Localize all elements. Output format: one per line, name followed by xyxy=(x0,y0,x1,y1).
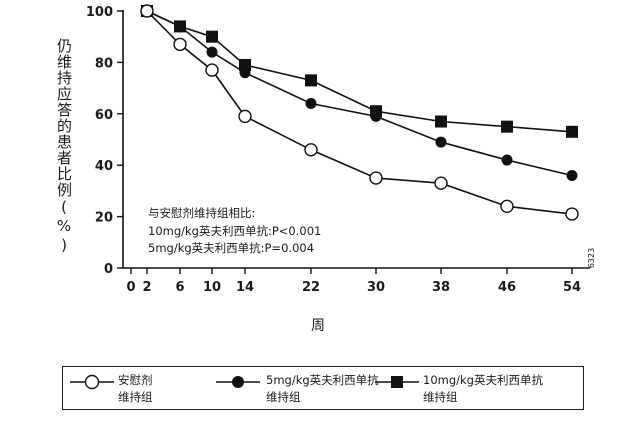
data-point-open-circle xyxy=(434,176,448,190)
data-point-filled-circle xyxy=(370,110,382,122)
data-point-square xyxy=(435,115,447,128)
x-tick-label: 46 xyxy=(498,280,516,295)
data-point-square xyxy=(305,74,317,87)
data-point-filled-circle xyxy=(239,67,251,79)
data-point-open-circle xyxy=(369,171,383,185)
legend-marker-square xyxy=(391,376,403,388)
x-tick-label: 30 xyxy=(367,280,385,295)
data-point-filled-circle xyxy=(305,98,317,110)
data-point-square xyxy=(239,58,251,71)
x-tick-label: 10 xyxy=(203,280,221,295)
data-point-open-circle xyxy=(565,207,579,221)
data-point-filled-circle xyxy=(206,46,218,58)
x-tick-label: 2 xyxy=(142,280,151,295)
data-point-open-circle xyxy=(173,37,187,52)
x-tick-label: 14 xyxy=(236,280,254,295)
legend-item-label: 10mg/kg英夫利西单抗 xyxy=(423,373,543,387)
legend xyxy=(62,366,584,410)
x-tick-label: 0 xyxy=(126,280,135,295)
annotation-line: 10mg/kg英夫利西单抗:P<0.001 xyxy=(148,224,321,238)
legend-item-label: 维持组 xyxy=(266,390,301,404)
data-point-open-circle xyxy=(238,109,252,124)
legend-marker-filled-circle xyxy=(232,376,244,388)
x-tick-label: 54 xyxy=(563,280,581,295)
legend-item-label: 维持组 xyxy=(423,390,458,404)
y-tick-label: 80 xyxy=(95,56,113,71)
x-tick-label: 38 xyxy=(432,280,450,295)
data-point-open-circle xyxy=(500,199,514,214)
annotation-layer: 与安慰剂维持组相比: 10mg/kg英夫利西单抗:P<0.001 5mg/kg英夫利… xyxy=(148,206,321,255)
data-point-filled-circle xyxy=(435,136,447,148)
data-point-open-circle xyxy=(140,4,154,18)
data-point-filled-circle xyxy=(566,169,578,181)
data-point-open-circle xyxy=(205,63,219,77)
side-code: 6323 xyxy=(587,248,596,268)
legend-item-label: 5mg/kg英夫利西单抗 xyxy=(266,373,379,387)
y-tick-label: 20 xyxy=(95,211,113,226)
x-tick-label: 22 xyxy=(302,280,320,295)
annotation-line: 5mg/kg英夫利西单抗:P=0.004 xyxy=(148,241,314,255)
data-point-filled-circle xyxy=(501,154,513,166)
y-tick-label: 40 xyxy=(95,159,113,174)
legend-item-label: 维持组 xyxy=(118,390,153,404)
x-axis-label: 周 xyxy=(311,318,325,334)
data-point-open-circle xyxy=(304,143,318,157)
legend-item-label: 安慰剂 xyxy=(118,373,153,387)
legend-marker-open-circle xyxy=(84,374,100,390)
y-tick-label: 0 xyxy=(104,262,113,277)
y-tick-label: 100 xyxy=(86,5,113,20)
annotation-line: 与安慰剂维持组相比: xyxy=(148,206,255,220)
x-tick-label: 6 xyxy=(175,280,184,295)
data-point-square xyxy=(501,120,513,133)
y-axis-label: 仍维持应答的患者比例(%) xyxy=(55,38,73,255)
series-layer xyxy=(140,4,579,221)
data-point-square xyxy=(566,125,578,138)
data-point-filled-circle xyxy=(174,20,186,32)
y-tick-label: 60 xyxy=(95,108,113,123)
data-point-square xyxy=(206,30,218,43)
